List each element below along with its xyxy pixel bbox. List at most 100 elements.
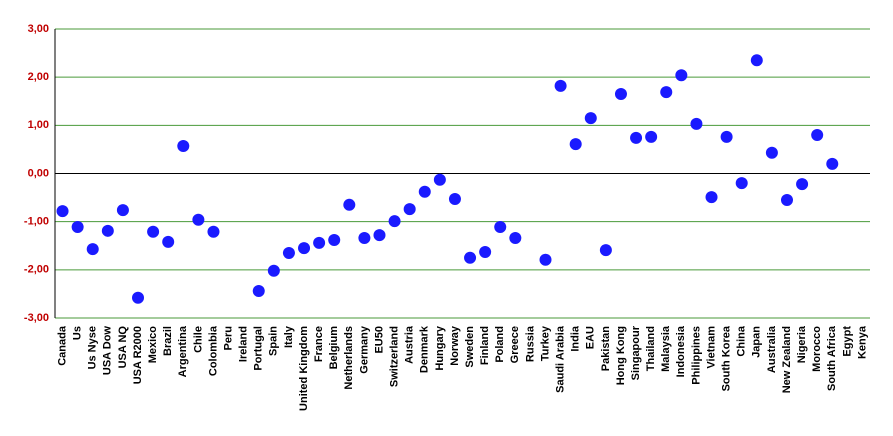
x-tick-label: Sweden (464, 326, 476, 368)
x-tick-label: India (570, 325, 582, 352)
dot (494, 220, 507, 233)
dot (252, 285, 265, 298)
dot (539, 253, 552, 266)
x-tick-label: Ireland (238, 326, 250, 362)
x-tick-label: Finland (479, 326, 491, 365)
dot (660, 86, 673, 99)
dot (267, 264, 280, 277)
y-tick-label: -3,00 (24, 312, 49, 324)
x-tick-label: Austria (404, 325, 416, 364)
dot (554, 79, 567, 92)
dot (599, 244, 612, 257)
dot (448, 193, 461, 206)
x-tick-label: Mexico (147, 326, 159, 364)
x-tick-label: Portugal (253, 326, 265, 371)
x-tick-label: Denmark (419, 325, 431, 373)
dot (569, 138, 582, 151)
dot (690, 117, 703, 130)
dot (765, 146, 778, 159)
dot (177, 140, 190, 153)
x-tick-label: Kenya (856, 325, 868, 359)
x-tick-label: Us Nyse (87, 326, 99, 369)
x-tick-label: Norway (449, 325, 461, 366)
dot (735, 177, 748, 190)
x-tick-label: Greece (509, 326, 521, 363)
x-tick-label: USA NQ (117, 326, 129, 369)
x-tick-label: Australia (766, 325, 778, 373)
dot (86, 243, 99, 256)
dot (720, 130, 733, 143)
dot (313, 236, 326, 249)
x-tick-label: Thailand (645, 326, 657, 371)
dot (705, 191, 718, 204)
x-tick-label: Brazil (162, 326, 174, 356)
dot (479, 246, 492, 259)
x-tick-label: Japan (751, 326, 763, 358)
y-tick-label: 0,00 (28, 167, 49, 179)
dot (388, 215, 401, 228)
dot (509, 232, 522, 245)
y-tick-label: 2,00 (28, 71, 49, 83)
x-tick-label: Argentina (177, 325, 189, 377)
x-tick-label: Us (72, 326, 84, 340)
y-tick-label: -1,00 (24, 216, 49, 228)
x-tick-label: EU50 (373, 326, 385, 354)
x-tick-label: Vietnam (705, 326, 717, 369)
x-tick-label: Pakistan (600, 326, 612, 372)
y-tick-label: 1,00 (28, 119, 49, 131)
x-tick-label: Saudi Arabia (555, 325, 567, 393)
dot (101, 224, 114, 237)
x-tick-label: USA R2000 (132, 326, 144, 384)
x-tick-label: Egypt (841, 326, 853, 357)
x-tick-label: United Kingdom (298, 326, 310, 411)
dot (630, 131, 643, 144)
x-tick-label: Russia (524, 325, 536, 362)
dot (192, 213, 205, 226)
x-tick-label: Peru (222, 326, 234, 350)
dot (780, 193, 793, 206)
x-tick-label: Switzerland (388, 326, 400, 387)
dot (358, 232, 371, 245)
x-tick-label: Poland (494, 326, 506, 363)
x-tick-label: Canada (56, 325, 68, 366)
dot (826, 157, 839, 170)
dot (132, 291, 145, 304)
dot (207, 225, 220, 238)
dot (116, 204, 129, 217)
dot (614, 88, 627, 101)
x-tick-label: China (736, 325, 748, 356)
dot (298, 242, 311, 255)
dot (418, 185, 431, 198)
dot (162, 235, 175, 248)
y-tick-label: 3,00 (28, 23, 49, 35)
x-tick-label: Netherlands (343, 326, 355, 390)
x-tick-label: Malaysia (660, 325, 672, 372)
x-tick-label: Nigeria (796, 325, 808, 363)
dot (56, 205, 69, 218)
x-tick-label: Hong Kong (615, 326, 627, 385)
x-tick-label: EAU (585, 326, 597, 349)
dot (464, 251, 477, 264)
x-tick-label: Philippines (690, 326, 702, 385)
dot (675, 69, 688, 82)
x-tick-label: Belgium (328, 326, 340, 370)
y-tick-label: -2,00 (24, 264, 49, 276)
dot (147, 225, 160, 238)
x-tick-label: Hungary (434, 325, 446, 371)
x-tick-label: Spain (268, 326, 280, 356)
x-tick-label: Chile (192, 326, 204, 353)
x-tick-label: Indonesia (675, 325, 687, 377)
x-tick-label: South Korea (721, 325, 733, 391)
dot (343, 198, 356, 211)
x-tick-label: Germany (358, 325, 370, 374)
dot (584, 112, 597, 125)
x-tick-label: Morocco (811, 326, 823, 372)
dot (328, 233, 341, 246)
dot (433, 173, 446, 186)
dot (71, 220, 84, 233)
x-tick-label: France (313, 326, 325, 362)
x-tick-label: USA Dow (102, 326, 114, 376)
x-tick-label: Singapour (630, 325, 642, 380)
x-tick-label: Italy (283, 325, 295, 348)
